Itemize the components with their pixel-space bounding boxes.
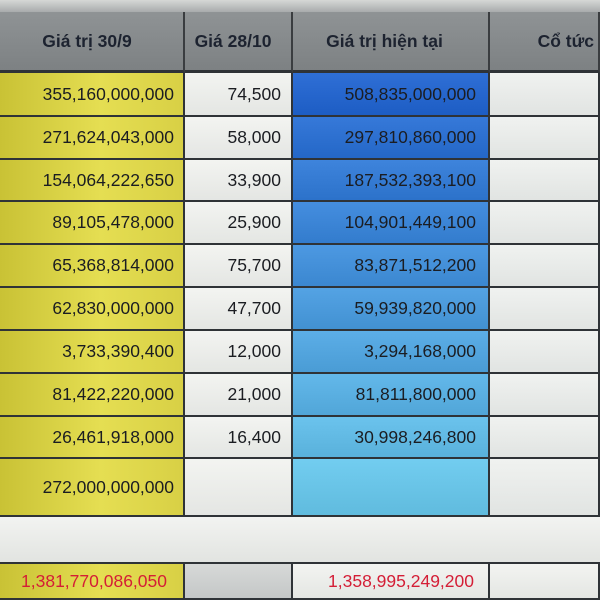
- cell-value-30-9[interactable]: 65,368,814,000: [0, 245, 185, 288]
- cell-price-28-10[interactable]: [185, 459, 293, 517]
- cell-current-value[interactable]: 104,901,449,100: [293, 202, 490, 245]
- cell-current-value[interactable]: 59,939,820,000: [293, 288, 490, 331]
- cell-price-28-10[interactable]: 75,700: [185, 245, 293, 288]
- cell-dividend[interactable]: [490, 202, 600, 245]
- total-value-30-9[interactable]: 1,381,770,086,050: [0, 564, 185, 600]
- cell-dividend[interactable]: [490, 459, 600, 517]
- cell-dividend[interactable]: [490, 417, 600, 459]
- cell-current-value[interactable]: 3,294,168,000: [293, 331, 490, 374]
- cell-price-28-10[interactable]: 33,900: [185, 160, 293, 202]
- cell-value-30-9[interactable]: 271,624,043,000: [0, 117, 185, 160]
- cell-dividend[interactable]: [490, 117, 600, 160]
- cell-current-value[interactable]: 81,811,800,000: [293, 374, 490, 417]
- cell-value-30-9[interactable]: 3,733,390,400: [0, 331, 185, 374]
- cell-current-value[interactable]: 187,532,393,100: [293, 160, 490, 202]
- cell-dividend[interactable]: [490, 160, 600, 202]
- cell-current-value[interactable]: 30,998,246,800: [293, 417, 490, 459]
- header-current-value[interactable]: Giá trị hiện tại: [293, 12, 490, 73]
- cell-price-28-10[interactable]: 58,000: [185, 117, 293, 160]
- cell-current-value[interactable]: 508,835,000,000: [293, 73, 490, 117]
- cell-dividend[interactable]: [490, 73, 600, 117]
- header-price-28-10[interactable]: Giá 28/10: [185, 12, 293, 73]
- empty-row: [0, 517, 600, 564]
- cell-dividend[interactable]: [490, 331, 600, 374]
- cell-price-28-10[interactable]: 21,000: [185, 374, 293, 417]
- cell-current-value[interactable]: 297,810,860,000: [293, 117, 490, 160]
- cell-value-30-9[interactable]: 154,064,222,650: [0, 160, 185, 202]
- total-current-value[interactable]: 1,358,995,249,200: [293, 564, 490, 600]
- cell-current-value[interactable]: 83,871,512,200: [293, 245, 490, 288]
- header-dividend[interactable]: Cổ tức: [490, 12, 600, 73]
- cell-price-28-10[interactable]: 74,500: [185, 73, 293, 117]
- cell-value-30-9[interactable]: 355,160,000,000: [0, 73, 185, 117]
- header-value-30-9[interactable]: Giá trị 30/9: [0, 12, 185, 73]
- cell-value-30-9[interactable]: 89,105,478,000: [0, 202, 185, 245]
- cell-price-28-10[interactable]: 12,000: [185, 331, 293, 374]
- cell-dividend[interactable]: [490, 288, 600, 331]
- cell-value-30-9[interactable]: 81,422,220,000: [0, 374, 185, 417]
- total-dividend-cell[interactable]: [490, 564, 600, 600]
- cell-value-30-9[interactable]: 62,830,000,000: [0, 288, 185, 331]
- cell-value-30-9[interactable]: 272,000,000,000: [0, 459, 185, 517]
- cell-value-30-9[interactable]: 26,461,918,000: [0, 417, 185, 459]
- cell-dividend[interactable]: [490, 245, 600, 288]
- cell-dividend[interactable]: [490, 374, 600, 417]
- total-price-cell[interactable]: [185, 564, 293, 600]
- cell-price-28-10[interactable]: 25,900: [185, 202, 293, 245]
- cell-current-value[interactable]: [293, 459, 490, 517]
- cell-price-28-10[interactable]: 47,700: [185, 288, 293, 331]
- cell-price-28-10[interactable]: 16,400: [185, 417, 293, 459]
